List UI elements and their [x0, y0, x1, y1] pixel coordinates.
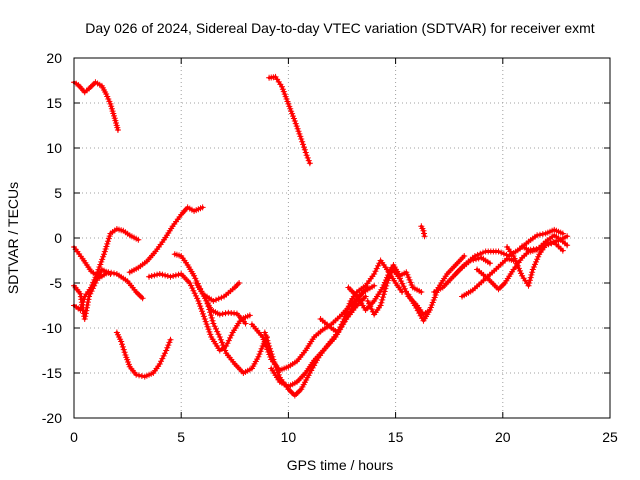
- series-markers: [266, 74, 313, 166]
- x-tick-label: 20: [495, 429, 511, 445]
- x-tick-label: 10: [281, 429, 297, 445]
- sdtvar-chart: Day 026 of 2024, Sidereal Day-to-day VTE…: [0, 0, 640, 480]
- series-markers: [71, 267, 113, 323]
- series-track-2: [266, 74, 313, 166]
- x-tick-label: 0: [70, 429, 78, 445]
- y-tick-label: 20: [46, 50, 62, 66]
- x-axis-label: GPS time / hours: [287, 457, 394, 473]
- y-tick-label: 0: [54, 230, 62, 246]
- y-axis-label: SDTVAR / TECUs: [5, 182, 21, 294]
- series-line: [269, 77, 310, 163]
- y-tick-label: 15: [46, 95, 62, 111]
- series-markers: [268, 294, 368, 390]
- chart-title: Day 026 of 2024, Sidereal Day-to-day VTE…: [85, 20, 594, 36]
- y-tick-label: 10: [46, 140, 62, 156]
- y-tick-label: -5: [50, 275, 63, 291]
- x-tick-label: 5: [177, 429, 185, 445]
- series-track-25: [418, 223, 427, 239]
- data-series: [71, 74, 570, 399]
- series-track-1: [71, 79, 121, 133]
- axis-ticks: 0 5 10 15 20 25 -20 -15 -10 -5 0 5 10 15 20: [42, 50, 618, 445]
- series-markers: [418, 223, 427, 239]
- x-tick-label: 15: [388, 429, 404, 445]
- series-markers: [504, 240, 566, 289]
- y-tick-label: -20: [42, 410, 62, 426]
- series-track-23: [504, 240, 566, 289]
- series-track-14: [268, 294, 368, 390]
- x-tick-label: 25: [602, 429, 618, 445]
- series-track-6: [114, 330, 174, 380]
- series-markers: [114, 330, 174, 380]
- grid-lines: [74, 58, 610, 418]
- series-markers: [71, 79, 121, 133]
- y-tick-label: 5: [54, 185, 62, 201]
- y-tick-label: -10: [42, 320, 62, 336]
- series-track-5: [71, 267, 113, 323]
- y-tick-label: -15: [42, 365, 62, 381]
